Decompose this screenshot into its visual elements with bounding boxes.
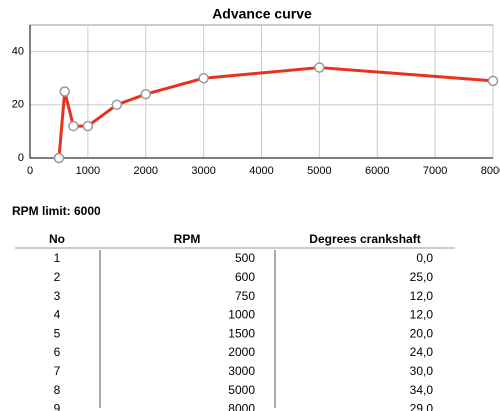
point: [314, 62, 325, 73]
table-cell: 1500: [228, 326, 255, 340]
y-tick-label: 20: [12, 99, 24, 111]
table-cell: 7: [54, 364, 61, 378]
table-cell: 30,0: [410, 364, 434, 378]
x-tick-label: 7000: [423, 165, 447, 177]
x-tick-label: 8000: [481, 165, 500, 177]
chart-title: Advance curve: [212, 6, 312, 22]
rpm-limit: RPM limit: 6000: [12, 204, 101, 218]
table-cell: 500: [235, 251, 255, 265]
table-cell: 8: [54, 383, 61, 397]
point: [53, 152, 65, 164]
table-cell: 25,0: [410, 270, 434, 284]
table-cell: 9: [54, 402, 61, 411]
table-cell: 1: [54, 251, 61, 265]
x-tick-label: 2000: [134, 165, 158, 177]
table-cell: 2000: [228, 345, 255, 359]
table-cell: 0,0: [416, 251, 433, 265]
point: [82, 120, 94, 132]
table-cell: 6: [54, 345, 61, 359]
x-tick-label: 3000: [191, 165, 215, 177]
table-cell: 20,0: [410, 326, 434, 340]
point: [68, 120, 79, 132]
table-cell: 24,0: [410, 345, 434, 359]
table-cell: 12,0: [410, 308, 434, 322]
point: [140, 88, 151, 100]
point: [59, 86, 70, 97]
table-cell: 750: [235, 289, 255, 303]
table-cell: 4: [54, 308, 61, 322]
table-cell: 12,0: [410, 289, 434, 303]
table-cell: 5: [54, 326, 61, 340]
table-cell: 1000: [228, 308, 255, 322]
table-cell: 2: [54, 270, 61, 284]
table-cell: 5000: [228, 383, 255, 397]
x-tick-label: 0: [27, 165, 33, 177]
table-cell: 29,0: [410, 402, 434, 411]
table-cell: 3: [54, 289, 61, 303]
table-cell: 3000: [228, 364, 255, 378]
table-cell: 34,0: [410, 383, 434, 397]
y-tick-label: 0: [18, 152, 24, 164]
column-header: Degrees crankshaft: [309, 232, 420, 246]
x-tick-label: 4000: [249, 165, 273, 177]
point: [198, 72, 209, 84]
column-header: No: [49, 232, 65, 246]
table-cell: 8000: [228, 402, 255, 411]
x-tick-label: 1000: [76, 165, 100, 177]
point: [487, 75, 499, 87]
column-header: RPM: [174, 232, 201, 246]
table-cell: 600: [235, 270, 255, 284]
point: [111, 99, 123, 111]
x-tick-label: 6000: [365, 165, 389, 177]
y-tick-label: 40: [12, 46, 24, 58]
x-tick-label: 5000: [307, 165, 331, 177]
